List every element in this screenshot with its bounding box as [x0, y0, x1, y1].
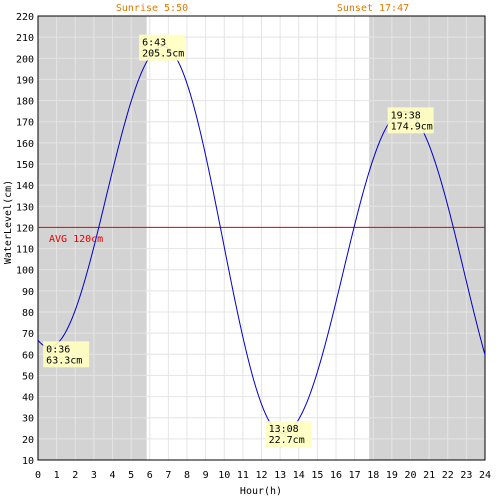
- sunrise-label: Sunrise 5:50: [116, 3, 188, 14]
- x-tick-label: 4: [109, 470, 115, 481]
- y-tick-label: 220: [16, 12, 34, 23]
- x-tick-label: 7: [165, 470, 171, 481]
- extremum-level: 22.7cm: [269, 435, 305, 446]
- extremum-level: 63.3cm: [46, 355, 82, 366]
- x-tick-label: 8: [184, 470, 190, 481]
- x-tick-label: 3: [91, 470, 97, 481]
- y-tick-label: 80: [22, 308, 34, 319]
- average-label: AVG 120cm: [49, 234, 103, 245]
- night-shading-layer: [38, 16, 485, 460]
- extremum-time: 13:08: [269, 424, 299, 435]
- x-tick-label: 17: [349, 470, 361, 481]
- x-tick-label: 14: [293, 470, 305, 481]
- x-axis-title: Hour(h): [240, 486, 282, 497]
- sunset-label: Sunset 17:47: [337, 3, 409, 14]
- extremum-level: 174.9cm: [391, 121, 433, 132]
- x-tick-label: 2: [72, 470, 78, 481]
- y-tick-label: 30: [22, 414, 34, 425]
- y-tick-label: 50: [22, 371, 34, 382]
- axis-layer: 0 1 2 3 4 5 6 7 8 9 10 11 12 13 14 15 16 17 18 19 20 21 22 23 24…: [16, 12, 491, 481]
- night-band-2: [369, 16, 485, 460]
- x-tick-label: 15: [311, 470, 323, 481]
- plot-border: [37, 15, 486, 461]
- x-tick-label: 22: [442, 470, 454, 481]
- extremum-time: 6:43: [142, 38, 166, 49]
- y-tick-label: 20: [22, 435, 34, 446]
- y-tick-label: 170: [16, 118, 34, 129]
- x-tick-label: 16: [330, 470, 342, 481]
- y-tick-label: 180: [16, 97, 34, 108]
- night-band-1: [38, 16, 147, 460]
- x-tick-label: 23: [460, 470, 472, 481]
- x-tick-label: 20: [404, 470, 416, 481]
- x-tick-label: 6: [147, 470, 153, 481]
- extremum-time: 19:38: [391, 110, 421, 121]
- extremum-label-bg: [43, 341, 90, 368]
- x-tick-label: 18: [367, 470, 379, 481]
- extremum-label-bg: [387, 107, 434, 134]
- y-tick-label: 130: [16, 202, 34, 213]
- y-axis-title: WaterLevel(cm): [3, 180, 14, 264]
- y-tick-label: 200: [16, 54, 34, 65]
- y-tick-label: 190: [16, 75, 34, 86]
- x-tick-label: 12: [255, 470, 267, 481]
- extremum-time: 0:36: [46, 344, 70, 355]
- x-tick-label: 10: [218, 470, 230, 481]
- extremum-label-bg: [139, 34, 186, 61]
- y-tick-label: 110: [16, 245, 34, 256]
- extremum-level: 205.5cm: [142, 49, 184, 60]
- y-tick-label: 140: [16, 181, 34, 192]
- y-tick-label: 210: [16, 33, 34, 44]
- y-tick-label: 100: [16, 266, 34, 277]
- y-tick-label: 160: [16, 139, 34, 150]
- plot-frame: [37, 15, 486, 461]
- x-tick-label: 19: [386, 470, 398, 481]
- extremum-label-bg: [265, 421, 312, 448]
- y-tick-label: 150: [16, 160, 34, 171]
- x-tick-label: 21: [423, 470, 435, 481]
- y-tick-label: 60: [22, 350, 34, 361]
- y-tick-label: 120: [16, 223, 34, 234]
- x-tick-label: 11: [237, 470, 249, 481]
- x-tick-label: 13: [274, 470, 286, 481]
- x-tick-label: 0: [35, 470, 41, 481]
- x-tick-label: 5: [128, 470, 134, 481]
- x-tick-label: 9: [203, 470, 209, 481]
- y-tick-label: 90: [22, 287, 34, 298]
- x-tick-label: 24: [479, 470, 491, 481]
- y-tick-label: 70: [22, 329, 34, 340]
- y-tick-label: 40: [22, 393, 34, 404]
- y-tick-label: 10: [22, 456, 34, 467]
- grid-layer: [37, 15, 486, 461]
- x-tick-label: 1: [54, 470, 60, 481]
